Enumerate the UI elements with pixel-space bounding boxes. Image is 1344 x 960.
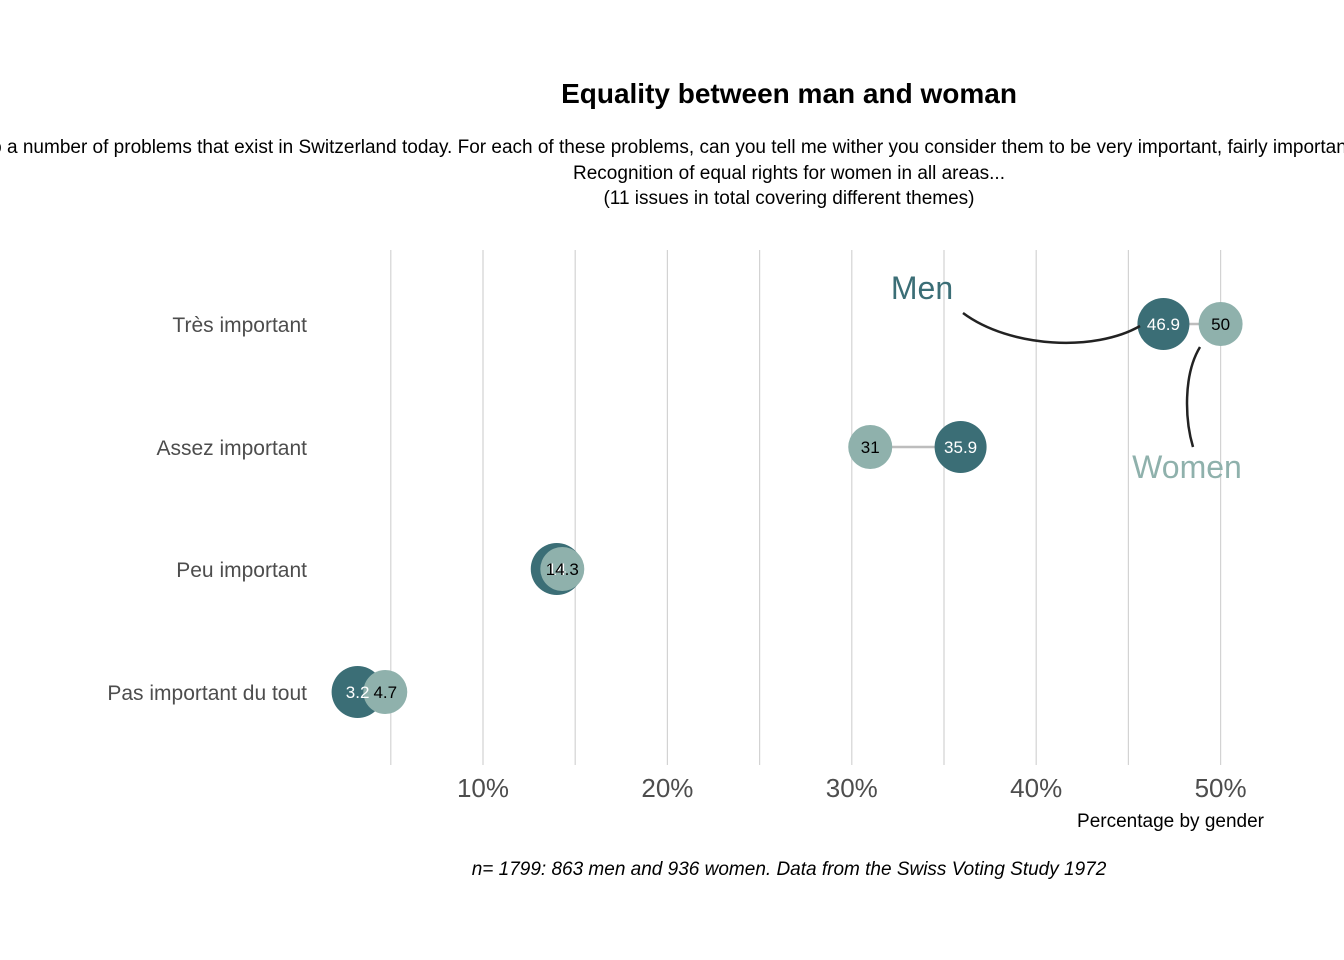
value-label-women: 31 [861, 438, 880, 457]
value-label-men: 14 [547, 560, 566, 579]
annotation-men: Men [891, 270, 953, 306]
chart-subtitle-line-3: (11 issues in total covering different t… [603, 188, 974, 209]
value-label-men: 3.2 [346, 683, 370, 702]
category-labels: Très important Assez important Peu importa… [107, 314, 307, 705]
point-men [1137, 298, 1190, 350]
dumbbell-connectors [357, 322, 1221, 694]
point-women [848, 425, 893, 469]
value-label-women: 14.3 [546, 560, 579, 579]
annotation-women-arrow [1185, 346, 1202, 448]
point-women [363, 670, 408, 714]
category-label: Peu important [176, 559, 307, 582]
chart-subtitle-line-2: Recognition of equal rights for women in… [573, 163, 1005, 184]
point-women [540, 547, 585, 591]
point-women [1198, 302, 1243, 346]
category-label: Très important [172, 314, 307, 337]
chart-subtitle-line-1: We now turn to a number of problems that… [0, 137, 1344, 158]
x-tick-label: 50% [1195, 773, 1247, 803]
point-men [934, 421, 987, 473]
chart-title: Equality between man and woman [561, 78, 1017, 109]
value-label-men: 46.9 [1147, 315, 1180, 334]
series-annotations: Men Women [891, 270, 1242, 485]
value-label-men: 35.9 [944, 438, 977, 457]
x-tick-labels: 10% 20% 30% 40% 50% [457, 773, 1247, 803]
annotation-women: Women [1132, 449, 1242, 485]
x-gridlines [390, 250, 1222, 765]
value-label-women: 4.7 [373, 683, 397, 702]
x-tick-label: 20% [641, 773, 693, 803]
category-label: Pas important du tout [107, 682, 307, 705]
x-axis-title: Percentage by gender [1077, 811, 1265, 832]
annotation-men-arrow [962, 311, 1141, 345]
x-tick-label: 30% [826, 773, 878, 803]
x-tick-label: 10% [457, 773, 509, 803]
category-label: Assez important [156, 437, 307, 460]
chart-caption: n= 1799: 863 men and 936 women. Data fro… [472, 859, 1107, 880]
value-label-women: 50 [1211, 315, 1230, 334]
x-tick-label: 40% [1010, 773, 1062, 803]
